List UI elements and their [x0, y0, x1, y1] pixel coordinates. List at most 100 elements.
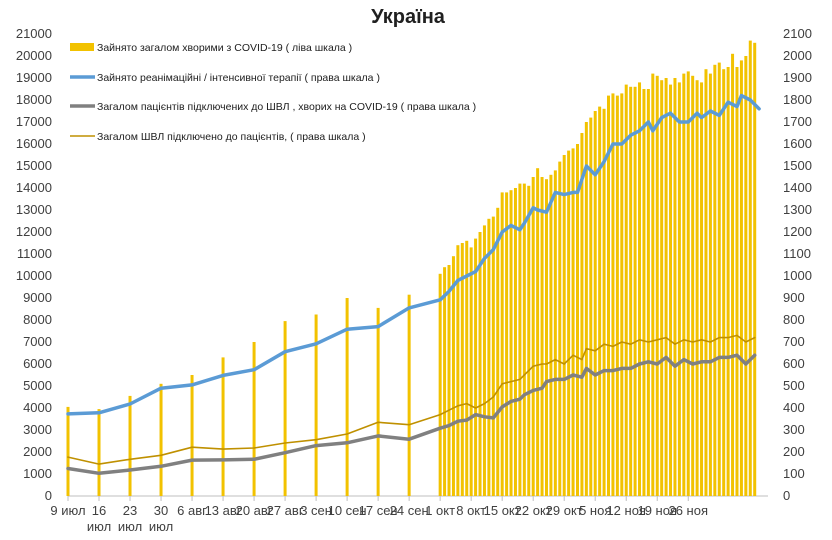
bar — [739, 60, 743, 497]
bar — [518, 183, 522, 496]
left-tick-label: 3000 — [23, 422, 52, 437]
bar — [753, 42, 757, 497]
left-tick-label: 13000 — [16, 202, 52, 217]
right-tick-label: 1000 — [783, 268, 812, 283]
bar — [500, 192, 504, 496]
left-tick-label: 4000 — [23, 400, 52, 415]
bar — [97, 409, 101, 496]
x-tick-label: 10 сен — [328, 503, 367, 518]
right-tick-label: 2100 — [783, 26, 812, 41]
left-tick-label: 9000 — [23, 290, 52, 305]
x-tick-label: 22 окт — [515, 503, 552, 518]
bar — [695, 80, 699, 496]
right-tick-label: 2000 — [783, 48, 812, 63]
bar — [722, 69, 726, 496]
bar — [513, 188, 517, 496]
bar — [580, 133, 584, 496]
right-tick-label: 600 — [783, 356, 805, 371]
left-tick-label: 16000 — [16, 136, 52, 151]
bar — [611, 93, 615, 497]
bar — [536, 168, 540, 496]
x-tick-label: 29 окт — [546, 503, 583, 518]
bar — [677, 82, 681, 497]
bar — [456, 245, 460, 496]
bars — [66, 40, 757, 497]
left-tick-label: 8000 — [23, 312, 52, 327]
right-tick-label: 700 — [783, 334, 805, 349]
bar — [642, 89, 646, 496]
left-tick-label: 10000 — [16, 268, 52, 283]
x-tick-label: 6 авг — [177, 503, 207, 518]
legend: Зайнято загалом хворими з COVID-19 ( лів… — [70, 42, 476, 143]
x-tick-label: 20 авг — [236, 503, 273, 518]
bar — [624, 84, 628, 496]
bar — [646, 89, 650, 496]
right-tick-label: 0 — [783, 488, 790, 503]
x-tick-label: 23 июл — [118, 503, 142, 534]
left-tick-label: 5000 — [23, 378, 52, 393]
right-tick-label: 300 — [783, 422, 805, 437]
x-tick-label: 17 сен — [359, 503, 398, 518]
left-tick-label: 21000 — [16, 26, 52, 41]
bar — [748, 40, 752, 496]
bar — [598, 106, 602, 496]
left-tick-label: 20000 — [16, 48, 52, 63]
left-tick-label: 15000 — [16, 158, 52, 173]
right-tick-label: 1100 — [783, 246, 811, 261]
legend-label: Зайнято реанімаційні / інтенсивної терап… — [97, 72, 380, 84]
bar — [651, 73, 655, 496]
series-line-vent-total — [67, 334, 756, 465]
bar — [443, 267, 447, 496]
bar — [159, 383, 163, 496]
bar — [575, 144, 579, 496]
bar — [691, 75, 695, 497]
left-tick-label: 6000 — [23, 356, 52, 371]
bar — [465, 240, 469, 496]
bar — [531, 177, 535, 496]
bar — [527, 185, 531, 497]
x-tick-label: 1 окт — [425, 503, 455, 518]
bar — [314, 314, 318, 496]
right-tick-label: 100 — [783, 466, 805, 481]
bar — [540, 177, 544, 496]
x-tick-label: 19 ноя — [637, 503, 677, 518]
bar — [713, 64, 717, 497]
x-tick-label: 8 окт — [456, 503, 486, 518]
series-line-icu — [66, 93, 761, 416]
bar — [615, 95, 619, 496]
series-line-vent-covid — [66, 353, 757, 476]
x-tick-label: 12 ноя — [606, 503, 646, 518]
bar — [496, 207, 500, 497]
bar — [726, 67, 730, 496]
bar — [589, 117, 593, 496]
right-tick-label: 1800 — [783, 92, 812, 107]
bar — [731, 53, 735, 497]
bar — [451, 256, 455, 496]
right-tick-label: 1400 — [783, 180, 812, 195]
bar — [407, 294, 411, 496]
legend-label: Зайнято загалом хворими з COVID-19 ( лів… — [97, 42, 352, 54]
bar — [664, 78, 668, 496]
bar — [283, 321, 287, 496]
left-tick-label: 2000 — [23, 444, 52, 459]
left-tick-label: 1000 — [23, 466, 52, 481]
bar — [252, 342, 256, 496]
left-tick-label: 11000 — [17, 246, 52, 261]
right-tick-label: 200 — [783, 444, 805, 459]
bar — [669, 84, 673, 496]
bar — [474, 238, 478, 496]
bar — [704, 69, 708, 496]
bar — [620, 93, 624, 497]
right-tick-label: 900 — [783, 290, 805, 305]
bar — [708, 73, 712, 496]
legend-label: Загалом ШВЛ підключено до пацієнтів, ( п… — [97, 131, 366, 143]
x-tick-label: 16 июл — [87, 503, 111, 534]
bar — [376, 307, 380, 496]
right-tick-label: 800 — [783, 312, 805, 327]
bar — [673, 78, 677, 496]
bar — [447, 265, 451, 496]
left-tick-label: 19000 — [16, 70, 52, 85]
bar — [221, 357, 225, 496]
bar — [544, 179, 548, 496]
